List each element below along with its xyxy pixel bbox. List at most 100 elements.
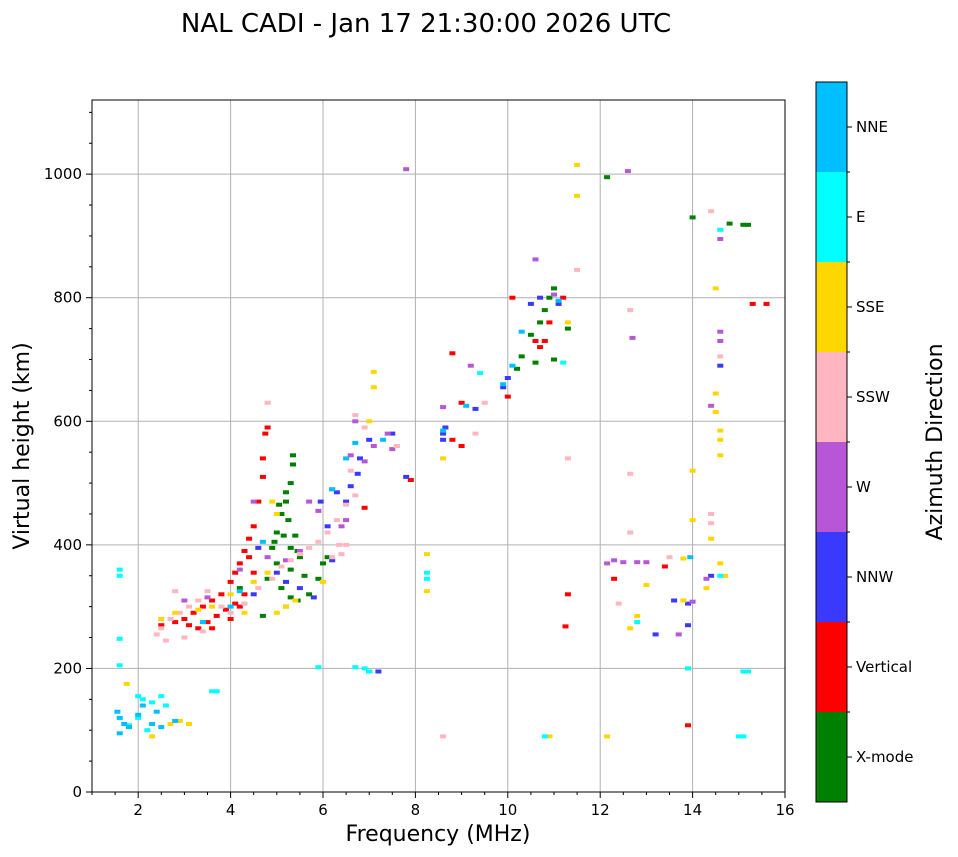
data-point bbox=[509, 295, 516, 300]
data-point bbox=[255, 499, 262, 504]
data-point bbox=[560, 295, 567, 300]
data-point bbox=[310, 595, 317, 600]
data-point bbox=[361, 425, 368, 430]
data-point bbox=[689, 215, 696, 220]
data-point bbox=[241, 592, 248, 597]
data-point bbox=[301, 573, 308, 578]
data-point bbox=[223, 607, 229, 612]
data-point bbox=[153, 632, 160, 637]
data-point bbox=[149, 722, 156, 726]
data-point bbox=[504, 376, 511, 380]
data-point bbox=[717, 561, 724, 566]
data-point bbox=[403, 474, 410, 479]
data-point bbox=[687, 555, 694, 560]
data-point bbox=[121, 722, 128, 726]
data-point bbox=[296, 549, 303, 553]
data-point bbox=[273, 570, 280, 575]
data-point bbox=[532, 339, 539, 343]
data-point bbox=[296, 555, 303, 560]
data-point bbox=[333, 518, 340, 523]
data-point bbox=[269, 499, 276, 504]
data-point bbox=[135, 715, 142, 720]
data-point bbox=[717, 573, 724, 578]
data-point bbox=[361, 505, 368, 510]
data-point bbox=[463, 403, 470, 408]
data-point bbox=[343, 499, 350, 504]
data-point bbox=[315, 508, 322, 513]
data-point bbox=[259, 539, 266, 544]
data-point bbox=[158, 617, 165, 621]
data-point bbox=[296, 552, 303, 557]
data-point bbox=[227, 604, 234, 609]
data-point bbox=[181, 635, 188, 640]
data-point bbox=[514, 366, 520, 371]
data-point bbox=[685, 623, 691, 628]
data-point bbox=[745, 222, 751, 227]
data-point bbox=[712, 286, 719, 291]
data-point bbox=[264, 576, 271, 581]
colorbar: X-mode Vertical NNW W SSW SSE E NNE bbox=[815, 81, 913, 803]
data-point bbox=[717, 363, 724, 368]
data-point bbox=[546, 320, 553, 325]
data-point bbox=[317, 499, 324, 504]
data-point bbox=[320, 579, 326, 584]
data-point bbox=[347, 453, 354, 458]
data-point bbox=[287, 481, 294, 486]
data-point bbox=[611, 576, 618, 581]
data-point bbox=[440, 437, 447, 442]
data-point bbox=[227, 610, 234, 615]
data-point bbox=[190, 610, 197, 615]
data-point bbox=[574, 162, 581, 167]
data-point bbox=[306, 592, 313, 597]
data-point bbox=[347, 484, 354, 489]
data-point bbox=[278, 564, 285, 569]
data-point bbox=[204, 595, 211, 600]
data-point bbox=[232, 570, 239, 575]
data-point bbox=[477, 371, 484, 376]
data-point bbox=[269, 576, 276, 581]
y-tick-label: 200 bbox=[53, 659, 82, 677]
data-point bbox=[518, 354, 525, 359]
data-point bbox=[259, 613, 266, 618]
data-point bbox=[343, 502, 350, 507]
data-point bbox=[380, 437, 387, 442]
data-point bbox=[158, 725, 165, 730]
data-point bbox=[246, 555, 253, 560]
data-point bbox=[290, 462, 296, 467]
data-point bbox=[708, 573, 715, 578]
data-point bbox=[389, 431, 396, 436]
data-point bbox=[440, 405, 447, 410]
data-point bbox=[250, 579, 257, 584]
data-point bbox=[537, 320, 544, 325]
data-point bbox=[181, 598, 188, 603]
data-point bbox=[740, 734, 747, 739]
data-point bbox=[278, 512, 285, 516]
data-point bbox=[343, 518, 350, 523]
data-point bbox=[634, 613, 641, 618]
x-tick-label: 4 bbox=[226, 801, 236, 819]
data-point bbox=[116, 731, 123, 736]
data-point bbox=[546, 734, 553, 739]
data-point bbox=[354, 471, 361, 476]
data-point bbox=[541, 339, 548, 343]
data-point bbox=[315, 665, 322, 670]
data-point bbox=[481, 400, 488, 405]
data-point bbox=[186, 604, 192, 609]
data-point bbox=[666, 555, 673, 560]
data-point bbox=[721, 573, 728, 578]
data-point bbox=[680, 556, 687, 561]
data-point bbox=[236, 604, 243, 609]
colorbar-label: SSW bbox=[856, 388, 890, 406]
data-point bbox=[717, 453, 724, 458]
data-point bbox=[634, 620, 641, 625]
data-point bbox=[241, 549, 248, 553]
data-point bbox=[458, 400, 465, 405]
data-point bbox=[627, 471, 634, 476]
data-point bbox=[440, 428, 447, 433]
data-point bbox=[186, 722, 192, 726]
data-point bbox=[717, 437, 724, 442]
data-point bbox=[250, 570, 257, 575]
data-point bbox=[167, 617, 174, 621]
data-points bbox=[114, 162, 770, 739]
data-point bbox=[336, 542, 343, 547]
